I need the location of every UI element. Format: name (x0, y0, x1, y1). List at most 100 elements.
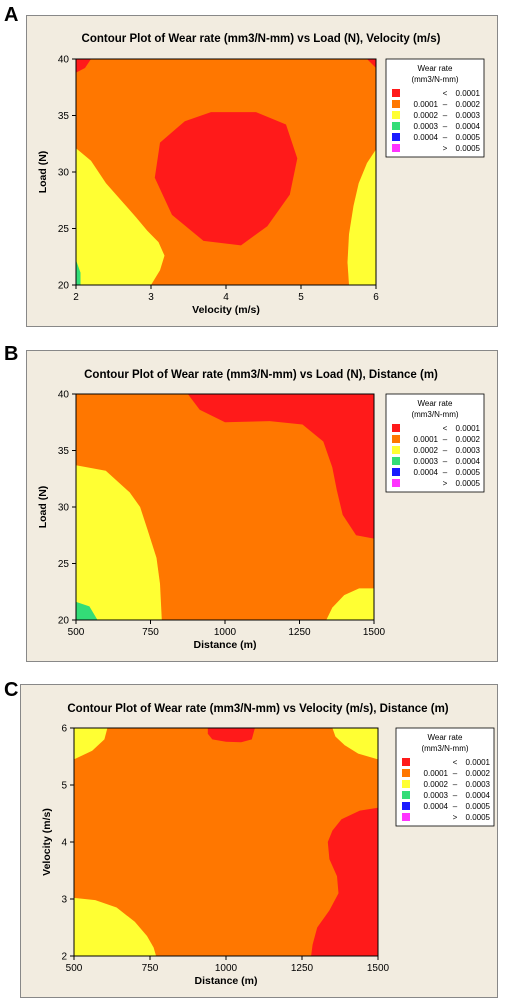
legend-high: 0.0002 (456, 435, 481, 444)
legend-separator: > (443, 144, 448, 153)
legend-separator: – (453, 802, 458, 811)
legend-separator: < (453, 758, 458, 767)
legend-low: 0.0003 (414, 457, 439, 466)
legend-separator: – (443, 111, 448, 120)
legend-swatch (402, 791, 410, 799)
contour-region (76, 601, 98, 620)
legend-high: 0.0005 (456, 144, 481, 153)
y-tick-label: 6 (61, 724, 67, 735)
panel-label-a: A (4, 4, 19, 26)
legend-swatch (402, 769, 410, 777)
legend-separator: – (443, 468, 448, 477)
contour-region (326, 588, 374, 620)
contour-region (311, 807, 378, 956)
legend-separator: – (443, 133, 448, 142)
legend-low: 0.0004 (414, 133, 439, 142)
legend-swatch (392, 122, 400, 130)
contour-region (332, 728, 378, 760)
y-tick-label: 20 (58, 616, 70, 627)
legend-units: (mm3/N-mm) (421, 744, 468, 753)
legend-swatch (392, 435, 400, 443)
y-axis-label: Velocity (m/s) (41, 808, 53, 876)
y-tick-label: 35 (58, 446, 70, 457)
legend-high: 0.0003 (456, 446, 481, 455)
legend-high: 0.0001 (456, 89, 481, 98)
chart-title: Contour Plot of Wear rate (mm3/N-mm) vs … (84, 369, 438, 381)
legend-title: Wear rate (418, 64, 454, 73)
contour-region (154, 112, 298, 246)
contour-regions (76, 59, 376, 285)
x-axis-label: Distance (m) (194, 975, 257, 987)
legend-swatch (402, 780, 410, 788)
x-tick-label: 750 (142, 627, 159, 638)
contour-regions (74, 728, 378, 956)
legend-swatch (392, 144, 400, 152)
legend-high: 0.0005 (456, 479, 481, 488)
x-tick-label: 1000 (215, 963, 238, 974)
legend: Wear rate(mm3/N-mm)< 0.00010.0001–0.00020… (385, 393, 485, 493)
legend-high: 0.0004 (466, 791, 491, 800)
contour-region (74, 897, 157, 956)
contour-region (76, 148, 165, 285)
x-tick-label: 1000 (214, 627, 237, 638)
legend-high: 0.0001 (466, 758, 491, 767)
legend-swatch (392, 89, 400, 97)
panel-label-c: C (4, 679, 19, 701)
panel-label-b: B (4, 343, 19, 365)
x-tick-label: 1500 (367, 963, 390, 974)
legend-low: 0.0003 (424, 791, 449, 800)
legend-high: 0.0005 (456, 468, 481, 477)
contour-region (76, 59, 91, 73)
legend-box (385, 58, 485, 158)
legend-high: 0.0004 (456, 457, 481, 466)
legend-separator: > (443, 479, 448, 488)
legend-separator: – (443, 435, 448, 444)
legend-title: Wear rate (418, 399, 454, 408)
y-tick-label: 30 (58, 168, 70, 179)
legend: Wear rate(mm3/N-mm)< 0.00010.0001–0.00020… (385, 58, 485, 158)
y-tick-label: 5 (61, 781, 67, 792)
legend-low: 0.0002 (414, 446, 439, 455)
contour-region (187, 394, 374, 539)
legend-low: 0.0004 (414, 468, 439, 477)
legend-high: 0.0002 (466, 769, 491, 778)
contour-regions (76, 394, 374, 620)
x-tick-label: 6 (373, 292, 379, 303)
contour-region (367, 59, 376, 68)
x-tick-label: 1500 (363, 627, 386, 638)
legend-separator: – (443, 122, 448, 131)
contour-region (74, 728, 108, 760)
x-tick-label: 3 (148, 292, 154, 303)
legend-swatch (392, 111, 400, 119)
legend-swatch (402, 758, 410, 766)
legend-separator: – (453, 769, 458, 778)
legend-swatch (392, 446, 400, 454)
x-tick-label: 1250 (291, 963, 314, 974)
legend-swatch (392, 468, 400, 476)
y-axis-label: Load (N) (37, 151, 49, 194)
legend-high: 0.0003 (466, 780, 491, 789)
legend-low: 0.0003 (414, 122, 439, 131)
x-tick-label: 5 (298, 292, 304, 303)
legend-box (395, 727, 495, 827)
chart-title: Contour Plot of Wear rate (mm3/N-mm) vs … (67, 703, 448, 715)
chart-title: Contour Plot of Wear rate (mm3/N-mm) vs … (82, 33, 441, 45)
y-tick-label: 40 (58, 390, 70, 401)
legend: Wear rate(mm3/N-mm)< 0.00010.0001–0.00020… (395, 727, 495, 827)
legend-units: (mm3/N-mm) (411, 410, 458, 419)
x-axis-label: Distance (m) (193, 639, 256, 651)
legend-separator: – (453, 791, 458, 800)
y-tick-label: 4 (61, 838, 67, 849)
legend-separator: < (443, 89, 448, 98)
legend-high: 0.0001 (456, 424, 481, 433)
legend-high: 0.0005 (466, 802, 491, 811)
legend-separator: – (443, 446, 448, 455)
legend-low: 0.0002 (424, 780, 449, 789)
legend-separator: – (443, 457, 448, 466)
legend-separator: – (443, 100, 448, 109)
legend-swatch (392, 133, 400, 141)
legend-title: Wear rate (428, 733, 464, 742)
